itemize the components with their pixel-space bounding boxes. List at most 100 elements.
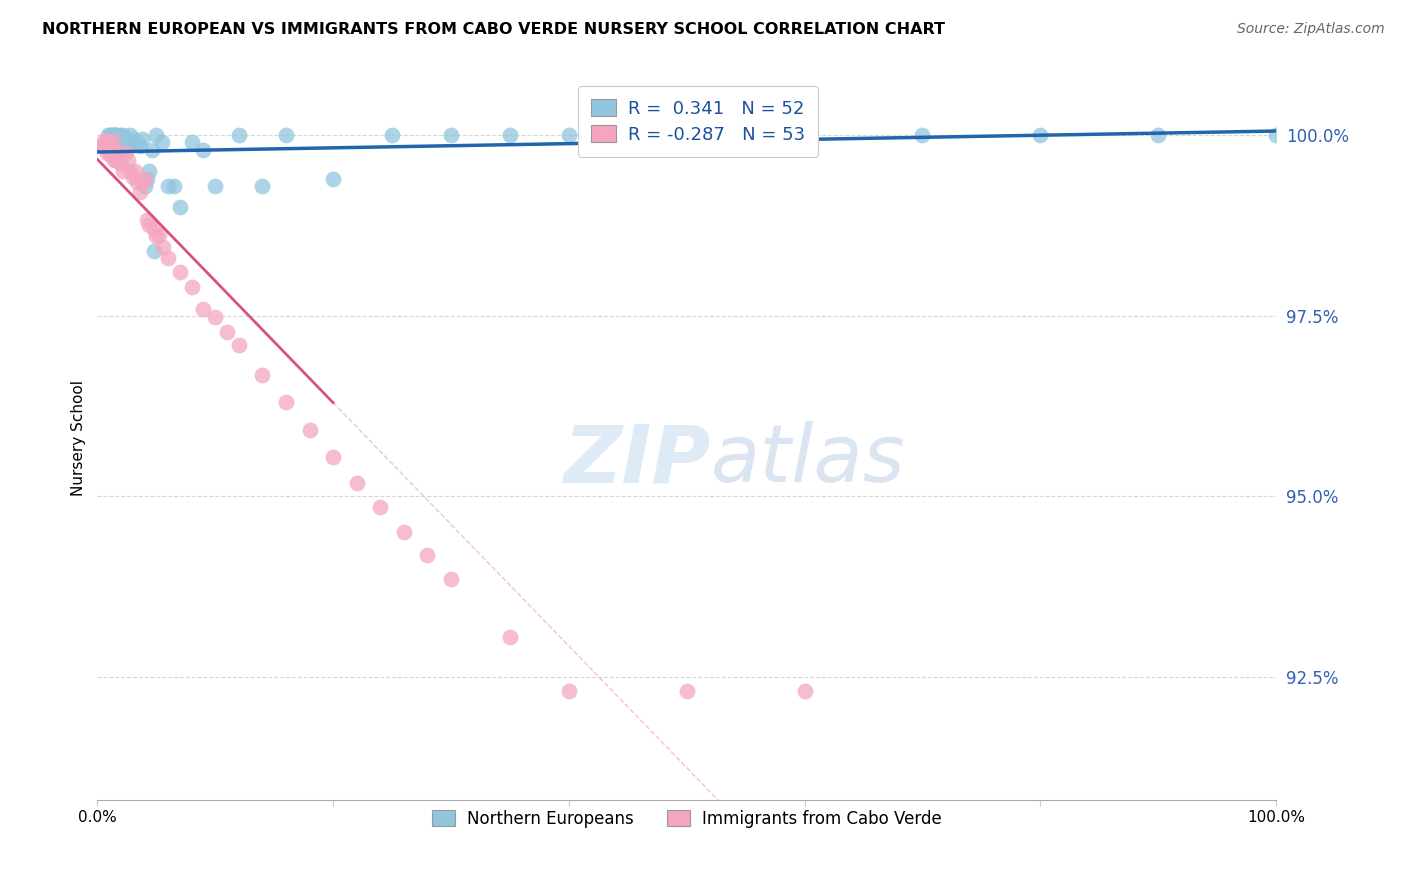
Point [499, 630, 522, 644]
Point [558, 128, 581, 143]
Point [114, 139, 136, 153]
Point [134, 178, 156, 193]
Point [91, 139, 114, 153]
Point [107, 132, 129, 146]
Point [793, 684, 815, 698]
Point [105, 146, 128, 161]
Point [127, 136, 149, 150]
Point [98, 146, 121, 161]
Point [120, 128, 142, 143]
Point [1147, 128, 1170, 143]
Point [1265, 128, 1288, 143]
Point [100, 128, 122, 143]
Point [169, 265, 191, 279]
Point [120, 164, 142, 178]
Point [110, 128, 132, 143]
Point [97, 134, 120, 148]
Point [193, 301, 215, 316]
Point [135, 213, 157, 227]
Point [117, 153, 139, 168]
Point [440, 572, 463, 586]
Point [157, 178, 180, 193]
Point [135, 171, 157, 186]
Point [98, 128, 121, 143]
Point [104, 146, 127, 161]
Point [204, 310, 226, 325]
Point [105, 128, 128, 143]
Point [180, 136, 202, 150]
Point [228, 337, 250, 351]
Point [163, 178, 186, 193]
Point [134, 171, 156, 186]
Point [142, 244, 165, 258]
Point [346, 476, 368, 491]
Point [101, 128, 124, 143]
Point [100, 148, 122, 162]
Legend: Northern Europeans, Immigrants from Cabo Verde: Northern Europeans, Immigrants from Cabo… [425, 803, 948, 835]
Point [103, 153, 125, 168]
Point [381, 128, 404, 143]
Point [228, 128, 250, 143]
Point [169, 201, 191, 215]
Y-axis label: Nursery School: Nursery School [72, 381, 86, 497]
Point [94, 139, 117, 153]
Point [252, 178, 274, 193]
Point [91, 139, 114, 153]
Point [193, 143, 215, 157]
Point [911, 128, 934, 143]
Point [215, 325, 238, 339]
Point [1029, 128, 1052, 143]
Point [112, 128, 135, 143]
Point [110, 157, 132, 171]
Point [128, 185, 150, 199]
Point [392, 525, 415, 540]
Point [101, 134, 124, 148]
Point [112, 164, 135, 178]
Point [103, 128, 125, 143]
Point [152, 240, 174, 254]
Point [105, 128, 128, 143]
Point [180, 280, 202, 294]
Point [298, 423, 321, 437]
Point [499, 128, 522, 143]
Point [121, 132, 143, 146]
Point [94, 136, 117, 150]
Point [93, 134, 115, 148]
Point [157, 251, 180, 265]
Point [127, 175, 149, 189]
Point [793, 128, 815, 143]
Point [322, 171, 344, 186]
Point [107, 153, 129, 168]
Point [141, 143, 163, 157]
Point [675, 684, 697, 698]
Point [274, 395, 297, 409]
Point [124, 164, 146, 178]
Point [96, 146, 118, 161]
Text: ZIP: ZIP [562, 421, 710, 500]
Point [138, 219, 160, 233]
Point [148, 227, 170, 242]
Point [121, 170, 143, 185]
Point [97, 128, 120, 143]
Point [96, 139, 118, 153]
Point [252, 368, 274, 382]
Point [128, 139, 150, 153]
Point [416, 549, 439, 563]
Text: NORTHERN EUROPEAN VS IMMIGRANTS FROM CABO VERDE NURSERY SCHOOL CORRELATION CHART: NORTHERN EUROPEAN VS IMMIGRANTS FROM CAB… [42, 22, 945, 37]
Point [368, 500, 391, 514]
Point [131, 132, 153, 146]
Point [558, 684, 581, 698]
Point [98, 132, 121, 146]
Point [124, 136, 146, 150]
Point [322, 450, 344, 464]
Point [104, 128, 127, 143]
Point [131, 175, 153, 189]
Point [734, 128, 756, 143]
Point [675, 128, 697, 143]
Point [204, 178, 226, 193]
Point [117, 136, 139, 150]
Point [142, 222, 165, 236]
Point [145, 229, 167, 244]
Point [145, 128, 167, 143]
Text: Source: ZipAtlas.com: Source: ZipAtlas.com [1237, 22, 1385, 37]
